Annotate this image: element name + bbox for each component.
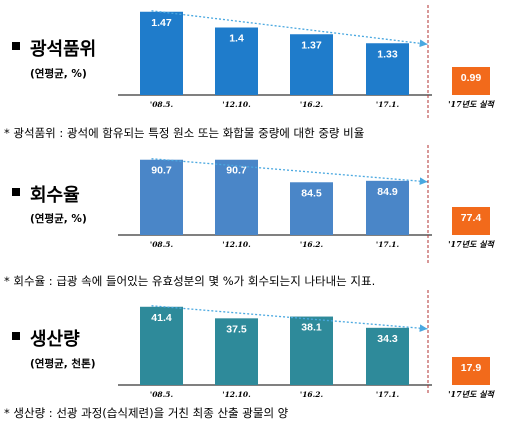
- bar-value-label: 1.4: [229, 33, 244, 45]
- bar-value-label: 1.47: [151, 17, 172, 29]
- x-tick-label: '08.5.: [150, 100, 174, 109]
- x-tick-label: '08.5.: [150, 390, 174, 399]
- bar-value-label: 84.9: [377, 186, 398, 198]
- bar: [140, 159, 183, 235]
- bar: [215, 318, 258, 385]
- actual-label: '17년도 실적: [448, 239, 495, 249]
- bullet-icon: [12, 188, 20, 196]
- chart-svg: 90.7 '08.5. 90.7 '12.10. 84.5 '16.2. 84.9 '17.1…: [118, 145, 496, 263]
- unit-label: (연평균, %): [30, 213, 87, 225]
- chart-svg: 1.47 '08.5. 1.4 '12.10. 1.37 '16.2. 1.33 '17.1.…: [118, 5, 496, 120]
- trend-arrow: [151, 305, 428, 333]
- bar-value-label: 37.5: [226, 323, 247, 335]
- x-tick-label: '17.1.: [376, 100, 400, 109]
- bar: [366, 43, 409, 95]
- actual-value-label: 17.9: [461, 362, 482, 374]
- x-tick-label: '16.2.: [300, 100, 324, 109]
- panel-title: 광석품위: [30, 39, 97, 60]
- bar: [215, 27, 258, 95]
- chart-svg: 41.4 '08.5. 37.5 '12.10. 38.1 '16.2. 34.3 '17.1…: [118, 290, 496, 399]
- actual-value-label: 0.99: [461, 72, 482, 84]
- footnote: * 광석품위 : 광석에 함유되는 특정 원소 또는 화합물 중량에 대한 중량…: [4, 126, 365, 140]
- bullet-icon: [12, 42, 20, 50]
- bar-value-label: 34.3: [377, 333, 398, 345]
- bar-value-label: 90.7: [226, 165, 247, 177]
- bar-value-label: 1.33: [377, 48, 398, 60]
- bullet-icon: [12, 332, 20, 340]
- trend-arrow: [151, 10, 428, 48]
- bar: [290, 316, 333, 385]
- bar: [215, 159, 258, 235]
- x-tick-label: '17.1.: [376, 240, 400, 249]
- actual-label: '17년도 실적: [448, 99, 495, 109]
- footnote: * 생산량 : 선광 과정(습식제련)을 거친 최종 산출 광물의 양: [4, 406, 289, 420]
- bar: [366, 180, 409, 235]
- bar-value-label: 90.7: [151, 165, 172, 177]
- actual-bar: [452, 207, 490, 235]
- bar-value-label: 84.5: [301, 187, 322, 199]
- bar: [290, 34, 333, 95]
- x-tick-label: '12.10.: [222, 240, 251, 249]
- bar: [140, 306, 183, 385]
- panel-title: 회수율: [30, 185, 80, 206]
- bar: [140, 11, 183, 95]
- bar: [366, 327, 409, 385]
- actual-bar: [452, 357, 490, 385]
- x-tick-label: '12.10.: [222, 390, 251, 399]
- chart-panel-production: 생산량 (연평균, 천톤) 41.4 '08.5. 37.5 '12.10. 38.1 '…: [0, 290, 509, 425]
- bar-value-label: 41.4: [151, 312, 172, 324]
- actual-label: '17년도 실적: [448, 389, 495, 399]
- footnote: * 회수율 : 급광 속에 들어있는 유효성분의 몇 %가 회수되는지 나타내는…: [4, 274, 376, 288]
- trend-arrow: [151, 158, 428, 186]
- chart-panel-recovery: 회수율 (연평균, %) 90.7 '08.5. 90.7 '12.10. 84.5 '1…: [0, 145, 509, 290]
- panel-title: 생산량: [30, 329, 80, 350]
- x-tick-label: '16.2.: [300, 390, 324, 399]
- bar: [290, 182, 333, 235]
- chart-panel-grade: 광석품위 (연평균, %) 1.47 '08.5. 1.4 '12.10. 1.37 '1…: [0, 0, 509, 145]
- bar-value-label: 38.1: [301, 322, 322, 334]
- x-tick-label: '16.2.: [300, 240, 324, 249]
- x-tick-label: '12.10.: [222, 100, 251, 109]
- unit-label: (연평균, 천톤): [30, 358, 96, 370]
- bar-value-label: 1.37: [301, 39, 322, 51]
- x-tick-label: '08.5.: [150, 240, 174, 249]
- actual-value-label: 77.4: [461, 212, 482, 224]
- actual-bar: [452, 67, 490, 95]
- unit-label: (연평균, %): [30, 68, 87, 80]
- x-tick-label: '17.1.: [376, 390, 400, 399]
